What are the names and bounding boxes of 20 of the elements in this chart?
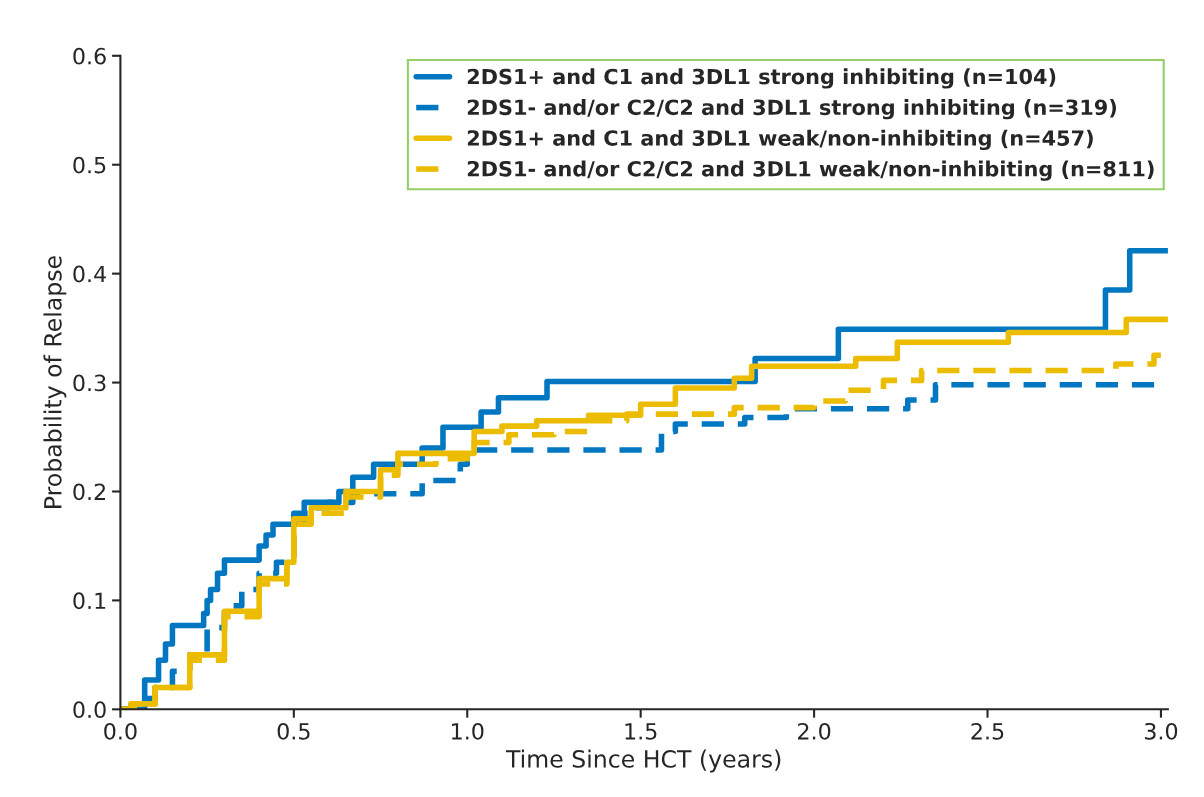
y-axis-title: Probability of Relapse [43,256,67,508]
legend-label: 2DS1+ and C1 and 3DL1 strong inhibiting (n=104) [467,68,1056,89]
x-tick-label: 0.5 [277,722,310,740]
legend-label: 2DS1- and/or C2/C2 and 3DL1 weak/non-inhibiting (n=811) [467,160,1154,181]
y-tick-label: 0.0 [73,701,106,719]
x-tick-label: 1.5 [625,723,657,740]
y-tick-label: 0.3 [73,374,106,392]
x-tick-label: 1.0 [452,722,484,740]
x-tick-label: 2.5 [971,722,1004,740]
legend-label: 2DS1- and/or C2/C2 and 3DL1 strong inhibiting (n=319) [467,99,1117,120]
y-tick-label: 0.4 [73,265,106,283]
legend-label: 2DS1+ and C1 and 3DL1 weak/non-inhibiting (n=457) [467,129,1093,151]
y-tick-label: 0.1 [73,592,106,610]
x-tick-label: 0.0 [104,722,137,740]
y-tick-label: 0.5 [73,156,106,174]
x-axis-title: Time Since HCT (years) [505,749,781,773]
x-tick-label: 2.0 [798,722,831,740]
x-tick-label: 3.0 [1144,722,1178,740]
y-tick-label: 0.2 [73,483,105,501]
y-tick-label: 0.6 [73,47,106,65]
